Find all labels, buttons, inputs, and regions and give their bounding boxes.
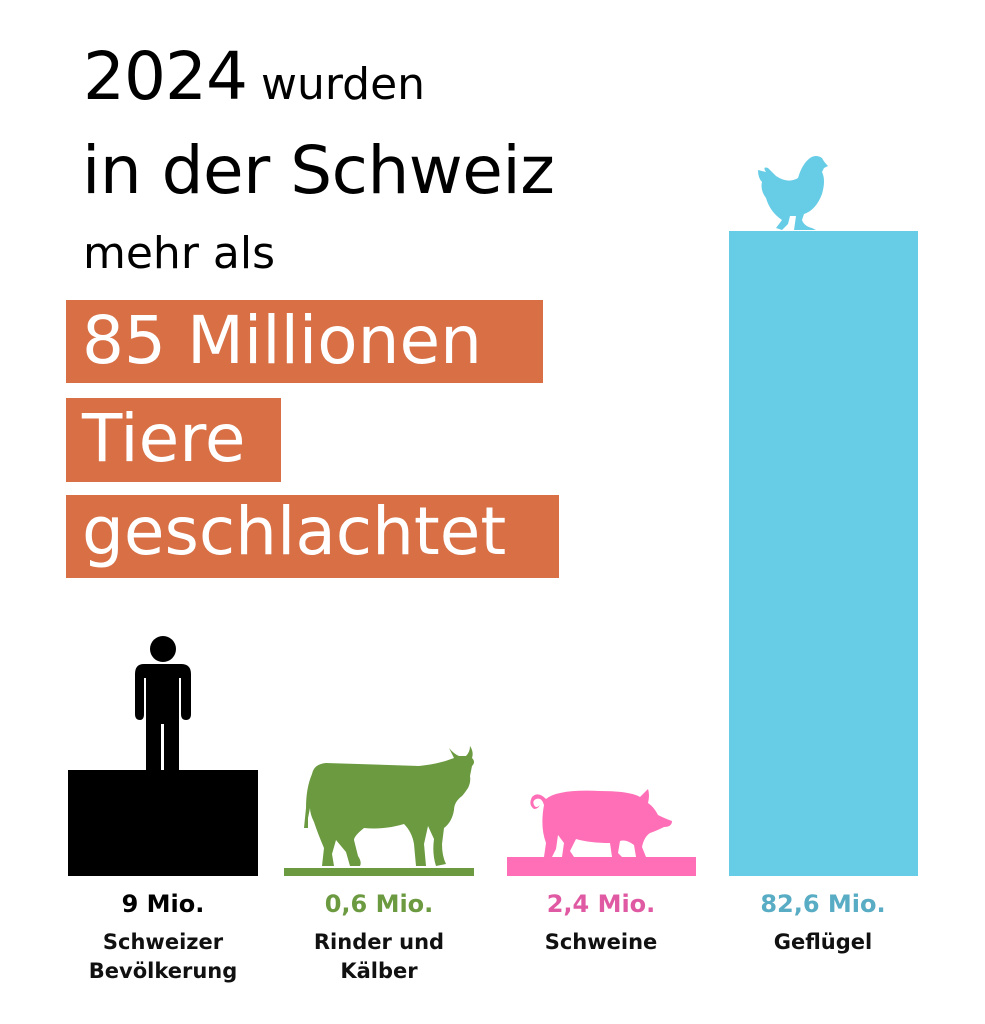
category-label-line: Geflügel (773, 930, 873, 954)
category-label-line: Kälber (340, 959, 418, 983)
value-label-poultry: 82,6 Mio. (760, 890, 886, 918)
category-label-population: Schweizer Bevölkerung (53, 928, 273, 986)
value-label-cattle: 0,6 Mio. (324, 890, 434, 918)
person-icon (135, 636, 191, 771)
bar-poultry (729, 231, 918, 876)
headline-line-3: mehr als (83, 228, 276, 279)
category-label-line: Bevölkerung (88, 959, 238, 983)
bar-cattle (284, 868, 474, 876)
value-label-population: 9 Mio. (121, 890, 205, 918)
value-label-pigs: 2,4 Mio. (546, 890, 656, 918)
chicken-icon (758, 156, 828, 230)
category-label-line: Schweizer (102, 930, 224, 954)
category-label-line: Rinder und (313, 930, 445, 954)
headline-line-1: 2024 wurden (83, 44, 425, 110)
headline-line-2: in der Schweiz (82, 132, 555, 209)
headline-year: 2024 (83, 38, 248, 115)
highlight-box-3: geschlachtet (66, 495, 559, 578)
pig-icon (530, 789, 672, 857)
cow-icon (304, 746, 474, 866)
bar-pigs (507, 857, 696, 876)
category-label-line: Schweine (544, 930, 658, 954)
category-label-cattle: Rinder und Kälber (269, 928, 489, 986)
highlight-box-2: Tiere (66, 398, 281, 482)
bar-population (68, 770, 258, 876)
headline-wurden: wurden (260, 59, 426, 110)
category-label-pigs: Schweine (491, 928, 711, 957)
category-label-poultry: Geflügel (713, 928, 933, 957)
highlight-box-1: 85 Millionen (66, 300, 543, 383)
